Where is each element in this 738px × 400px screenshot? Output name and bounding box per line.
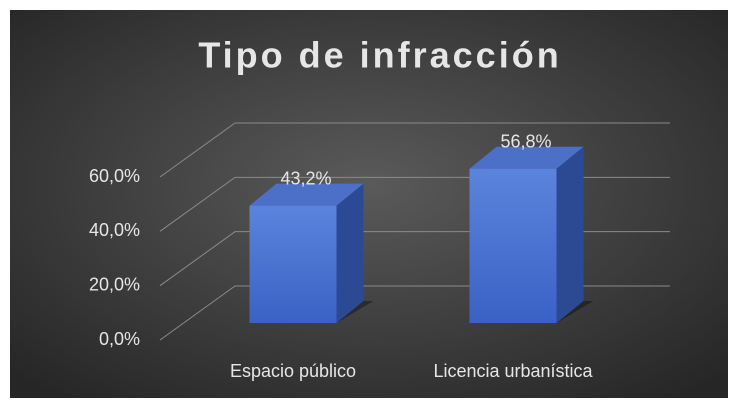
y-tick-label: 40,0%	[89, 220, 140, 240]
data-label: 56,8%	[500, 131, 551, 151]
chart-title: Tipo de infracción	[198, 35, 561, 76]
bar-top	[249, 183, 364, 206]
bar-side	[556, 146, 584, 323]
y-tick-label: 20,0%	[89, 274, 140, 294]
y-tick-label: 0,0%	[99, 329, 140, 349]
x-tick-label: Espacio público	[230, 361, 356, 381]
grid-line	[159, 122, 670, 178]
bar-top	[469, 146, 584, 169]
data-label: 43,2%	[280, 168, 331, 188]
bar	[469, 168, 557, 323]
chart-background	[10, 10, 728, 398]
bar-side	[336, 183, 364, 323]
bar	[249, 205, 337, 323]
y-tick-label: 60,0%	[89, 166, 140, 186]
x-tick-label: Licencia urbanística	[433, 361, 593, 381]
